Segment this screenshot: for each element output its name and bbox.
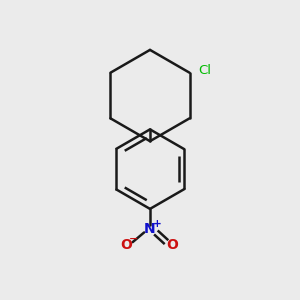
Text: +: + — [153, 219, 162, 229]
Text: −: − — [129, 234, 139, 244]
Text: N: N — [144, 222, 156, 236]
Text: Cl: Cl — [198, 64, 211, 77]
Text: O: O — [167, 238, 178, 252]
Text: O: O — [121, 238, 132, 252]
